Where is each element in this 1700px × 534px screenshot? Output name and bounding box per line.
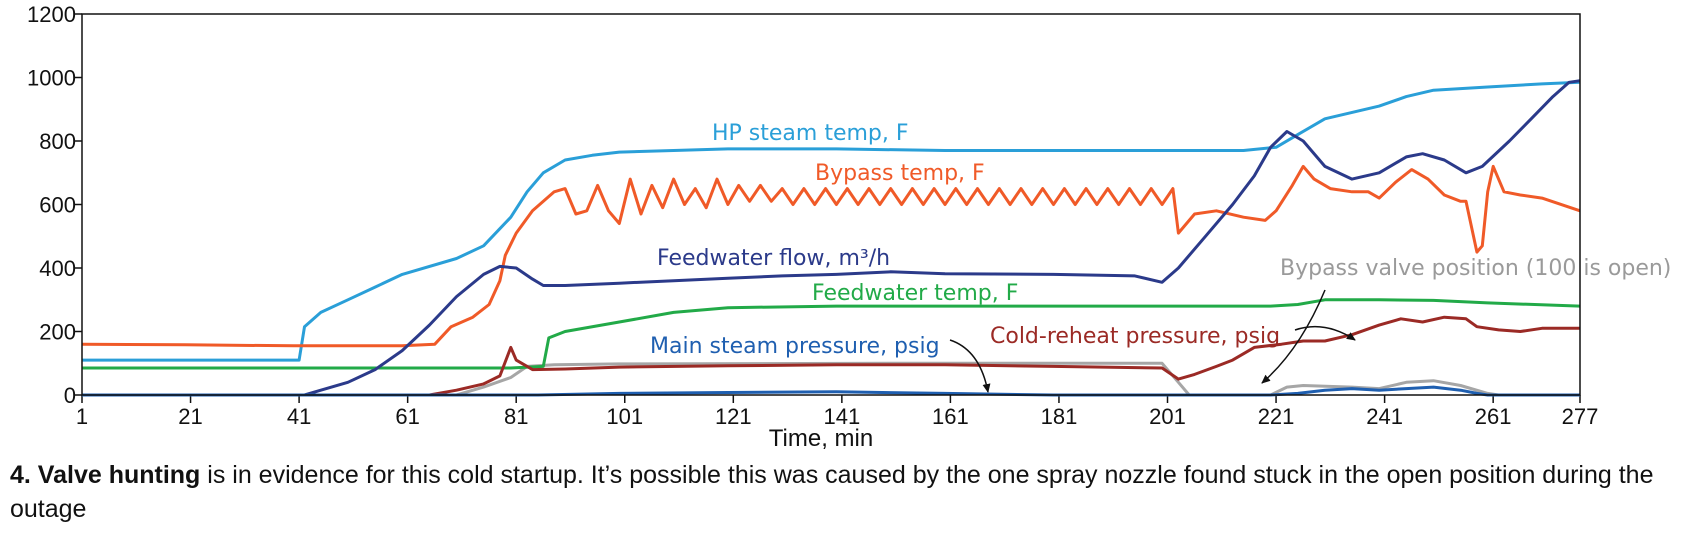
series-line-cold-reheat-pressure-psig: [82, 315, 1580, 397]
annotation-arrow: [1294, 325, 1356, 341]
series-layer: [81, 79, 1581, 397]
x-axis-title: Time, min: [769, 425, 873, 450]
series-line-hp-steam-temp-f: [82, 80, 1581, 362]
figure-caption: 4. Valve hunting is in evidence for this…: [10, 458, 1690, 526]
y-axis-ticks: 0 200 400 600 800 1000 1200: [27, 2, 82, 408]
series-annotation: Feedwater temp, F: [812, 281, 1018, 306]
series-annotation: Main steam pressure, psig: [650, 334, 940, 359]
caption-bold: 4. Valve hunting: [10, 461, 201, 489]
annotation-arrow: [1261, 289, 1326, 384]
series-line-bypass-temp-f: [81, 164, 1581, 348]
x-tick-label: 261: [1475, 404, 1512, 429]
y-tick-label: 1000: [27, 66, 76, 91]
x-tick-label: 241: [1366, 404, 1403, 429]
x-tick-label: 201: [1149, 404, 1186, 429]
y-tick-label: 600: [39, 193, 76, 218]
series-annotation: Bypass temp, F: [815, 161, 985, 186]
annotation-labels: HP steam temp, F Bypass temp, F Feedwater …: [650, 121, 1671, 359]
y-tick-label: 200: [39, 320, 76, 345]
x-tick-label: 101: [606, 404, 643, 429]
y-tick-label: 1200: [27, 2, 76, 27]
x-tick-label: 141: [823, 404, 860, 429]
x-tick-label: 161: [932, 404, 969, 429]
x-tick-label: 1: [76, 404, 88, 429]
x-tick-label: 221: [1258, 404, 1295, 429]
x-tick-label: 277: [1562, 404, 1599, 429]
caption-text: is in evidence for this cold startup. It…: [10, 461, 1654, 523]
x-tick-label: 41: [287, 404, 311, 429]
annotation-arrow: [949, 339, 991, 393]
y-tick-label: 0: [64, 383, 76, 408]
x-axis-ticks: 1 21 41 61 81 101 121 141 161 181 201 221 241 261 277: [76, 395, 1598, 429]
x-tick-label: 121: [715, 404, 752, 429]
y-tick-label: 400: [39, 256, 76, 281]
series-annotation: Cold-reheat pressure, psig: [990, 324, 1280, 349]
x-tick-label: 61: [395, 404, 419, 429]
series-line-feedwater-temp-f: [82, 298, 1581, 370]
annotation-arrows: [949, 289, 1356, 393]
series-annotation: Bypass valve position (100 is open): [1280, 256, 1671, 281]
x-tick-label: 181: [1041, 404, 1078, 429]
x-tick-label: 81: [504, 404, 528, 429]
plot-frame: [81, 13, 1581, 396]
y-tick-label: 800: [39, 129, 76, 154]
x-tick-label: 21: [178, 404, 202, 429]
series-line-main-steam-pressure-psig: [82, 385, 1580, 397]
series-annotation: Feedwater flow, m³/h: [657, 246, 890, 271]
series-annotation: HP steam temp, F: [712, 121, 909, 146]
series-line-feedwater-flow-m-h: [82, 79, 1581, 397]
